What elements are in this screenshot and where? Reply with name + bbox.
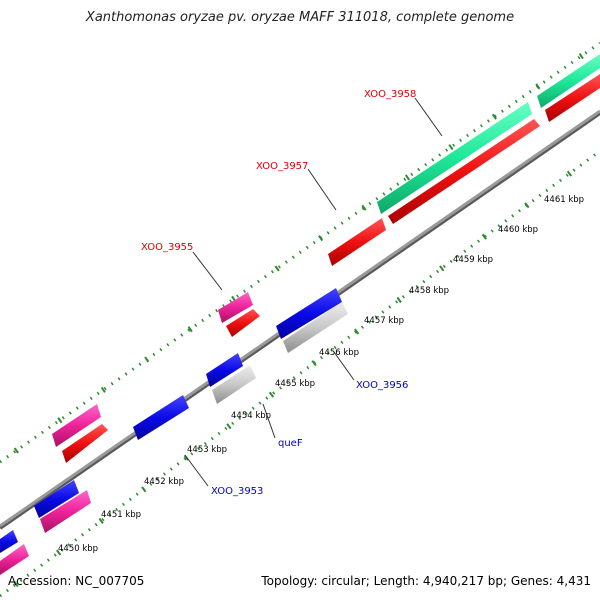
- leader-quef: [262, 403, 276, 439]
- gene-xoo-3957-part-c[interactable]: [545, 74, 600, 122]
- inner-major-tick-10: [439, 265, 445, 272]
- inner-major-tick-0: [13, 581, 19, 588]
- gene-blue-mid[interactable]: [206, 353, 243, 387]
- outer-major-tick-9: [404, 174, 411, 181]
- gene-pink-bottom[interactable]: [40, 490, 91, 533]
- gene-red-small[interactable]: [226, 309, 260, 337]
- leader-xoo-3955: [192, 251, 223, 291]
- inner-major-tick-5: [226, 423, 232, 430]
- kbp-label-4457: 4457 kbp: [364, 316, 404, 326]
- gene-pink-left[interactable]: [52, 404, 101, 447]
- gene-xoo-3953[interactable]: [133, 395, 189, 440]
- inner-major-tick-9: [396, 296, 402, 303]
- kbp-label-4453: 4453 kbp: [187, 445, 227, 455]
- leader-xoo-3957: [307, 168, 337, 211]
- outer-major-tick-11: [491, 113, 497, 120]
- kbp-label-4451: 4451 kbp: [101, 510, 141, 520]
- reverse-tick-track: [0, 149, 600, 598]
- outer-major-tick-8: [361, 204, 367, 211]
- kbp-label-4458: 4458 kbp: [409, 286, 449, 296]
- gene-blue-corner[interactable]: [0, 530, 18, 553]
- inner-major-tick-12: [524, 202, 530, 209]
- gene-xoo-3957-part-a[interactable]: [328, 218, 386, 266]
- kbp-label-4450: 4450 kbp: [58, 544, 98, 554]
- kbp-label-4461: 4461 kbp: [544, 195, 584, 205]
- gene-blue-left[interactable]: [34, 480, 79, 518]
- forward-tick-track: [0, 41, 600, 464]
- kbp-label-4454: 4454 kbp: [231, 411, 271, 421]
- gene-xoo-3958-part-b[interactable]: [537, 54, 600, 108]
- outer-major-tick-10: [448, 144, 454, 151]
- label-quef: queF: [278, 438, 303, 449]
- map-title: Xanthomonas oryzae pv. oryzae MAFF 31101…: [85, 10, 515, 25]
- outer-major-tick-4: [187, 326, 193, 333]
- outer-major-tick-13: [578, 53, 584, 60]
- leader-xoo-3953: [184, 454, 209, 487]
- outer-major-tick-6: [274, 265, 280, 272]
- label-leaders: [184, 97, 443, 487]
- inner-major-ticks: [13, 170, 573, 588]
- inner-major-tick-2: [98, 517, 104, 524]
- outer-major-tick-3: [144, 356, 150, 363]
- outer-major-tick-1: [57, 417, 63, 424]
- gene-quef[interactable]: [212, 365, 256, 404]
- accession-text: Accession: NC_007705: [8, 574, 145, 588]
- genome-summary-text: Topology: circular; Length: 4,940,217 bp…: [261, 574, 591, 588]
- outer-major-tick-12: [535, 83, 541, 90]
- gene-xoo-3957-part-b[interactable]: [388, 119, 540, 224]
- inner-major-tick-11: [481, 233, 487, 240]
- inner-major-tick-1: [56, 549, 62, 556]
- label-xoo-3957: XOO_3957: [256, 161, 308, 172]
- inner-major-tick-7: [311, 360, 317, 367]
- kbp-label-4460: 4460 kbp: [498, 225, 538, 235]
- gene-grey-right[interactable]: [283, 302, 348, 353]
- outer-major-tick-7: [318, 235, 324, 242]
- inner-major-tick-8: [354, 328, 360, 335]
- inner-major-tick-4: [183, 454, 189, 461]
- label-xoo-3953: XOO_3953: [211, 486, 263, 497]
- inner-major-tick-13: [566, 170, 573, 177]
- label-xoo-3958: XOO_3958: [364, 89, 416, 100]
- leader-xoo-3958: [414, 97, 443, 137]
- leader-xoo-3956: [333, 351, 355, 381]
- gene-pink-corner[interactable]: [0, 544, 29, 575]
- inner-major-tick-3: [141, 486, 147, 493]
- kbp-label-4455: 4455 kbp: [275, 379, 315, 389]
- gene-xoo-3956[interactable]: [276, 288, 342, 339]
- kbp-label-4452: 4452 kbp: [144, 477, 184, 487]
- outer-major-ticks: [13, 53, 584, 454]
- inner-major-tick-6: [268, 391, 275, 398]
- label-xoo-3956: XOO_3956: [356, 380, 408, 391]
- outer-major-tick-0: [13, 447, 19, 454]
- outer-major-tick-2: [100, 386, 106, 393]
- label-xoo-3955: XOO_3955: [141, 242, 193, 253]
- reverse-genes: [0, 288, 348, 553]
- forward-genes: [0, 54, 600, 575]
- gene-xoo-3958-part-a[interactable]: [377, 102, 532, 214]
- gene-xoo-3955[interactable]: [218, 292, 253, 323]
- gene-red-left[interactable]: [62, 424, 108, 463]
- kbp-label-4456: 4456 kbp: [319, 348, 359, 358]
- kbp-label-4459: 4459 kbp: [453, 255, 493, 265]
- kbp-scale-labels: 4450 kbp 4451 kbp 4452 kbp 4453 kbp 4454…: [58, 195, 584, 554]
